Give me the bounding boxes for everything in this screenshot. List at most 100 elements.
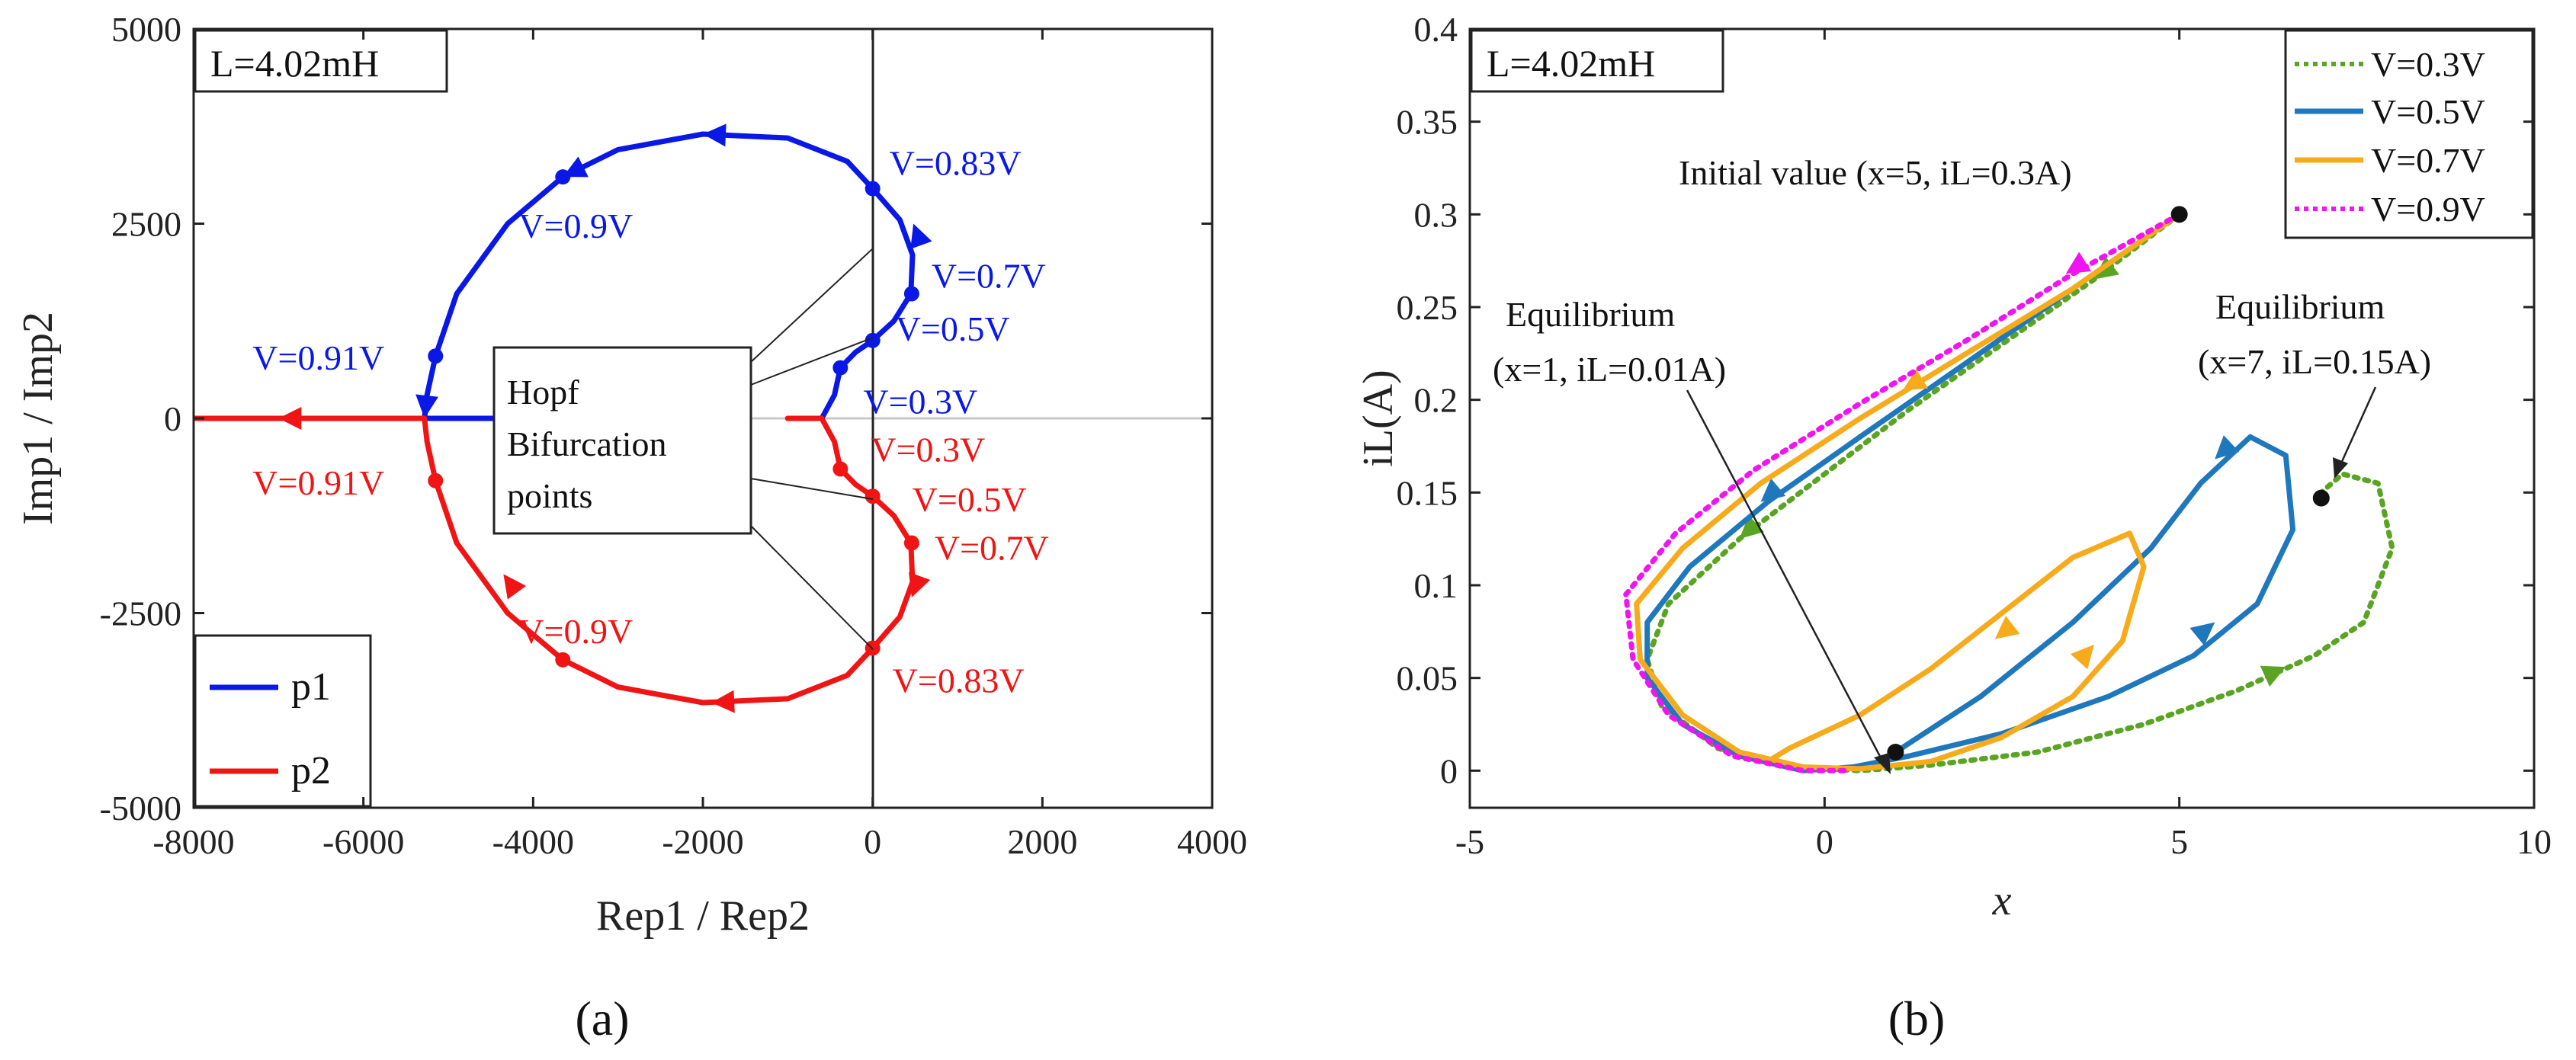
a-marker-label-p2-11: V=0.83V xyxy=(893,661,1025,700)
a-arrow-1-2 xyxy=(909,572,931,598)
hopf-label-box xyxy=(492,346,752,535)
a-xtick-label: 2000 xyxy=(1007,822,1077,861)
b-ytick-label: 0.3 xyxy=(1414,195,1458,234)
b-point-0 xyxy=(2170,206,2188,223)
a-marker-label-p1-2: V=0.7V xyxy=(932,256,1046,295)
b-ytick-label: 0.4 xyxy=(1414,10,1458,49)
b-series-v-0-7v xyxy=(1634,211,2183,772)
a-arrow-0-2 xyxy=(910,223,932,249)
a-marker-p2-6 xyxy=(428,472,444,488)
legend-label-v03: V=0.3V xyxy=(2371,45,2485,84)
b-ytick-label: 0.15 xyxy=(1397,473,1458,512)
a-marker-p1-5 xyxy=(428,348,444,364)
hopf-label-line3: points xyxy=(507,476,592,515)
a-marker-p1-4 xyxy=(832,360,849,376)
inductance-label-box-b xyxy=(1470,29,1724,93)
a-marker-p1-2 xyxy=(903,286,919,302)
b-xtick-label: -5 xyxy=(1455,822,1484,861)
b-arrow-1-2 xyxy=(2215,435,2240,460)
equilibrium-1-coords: (x=1, iL=0.01A) xyxy=(1493,350,1726,389)
y-axis-label-b: iL(A) xyxy=(1355,370,1402,467)
legend-label-v05: V=0.5V xyxy=(2371,92,2485,131)
a-marker-label-p2-6: V=0.91V xyxy=(252,463,384,502)
a-marker-p1-3 xyxy=(865,332,881,348)
a-arrow-1-3 xyxy=(503,574,527,600)
inductance-label-a: L=4.02mH xyxy=(210,42,379,85)
inductance-label-b: L=4.02mH xyxy=(1487,42,1655,85)
a-xtick-label: -2000 xyxy=(662,822,743,861)
legend-label-v09: V=0.9V xyxy=(2371,190,2485,229)
a-marker-label-p2-10: V=0.9V xyxy=(518,612,633,651)
a-marker-label-p1-0: V=0.83V xyxy=(890,144,1022,183)
hopf-callout-lines xyxy=(750,248,874,650)
a-arrow-1-0 xyxy=(711,690,735,713)
initial-value-label: Initial value (x=5, iL=0.3A) xyxy=(1679,153,2072,192)
a-marker-label-p2-7: V=0.3V xyxy=(871,430,985,469)
b-ytick-label: 0.2 xyxy=(1414,381,1458,420)
equilibrium-2-pointer-head xyxy=(2333,457,2348,479)
a-marker-label-p2-8: V=0.5V xyxy=(913,480,1027,519)
hopf-label-line1: Hopf xyxy=(507,373,579,412)
x-axis-label-a: Rep1 / Rep2 xyxy=(596,892,810,940)
a-marker-p1-0 xyxy=(865,181,881,197)
b-arrow-2-1 xyxy=(2070,644,2094,670)
b-xtick-label: 0 xyxy=(1816,822,1833,861)
legend-label-p1: p1 xyxy=(291,665,331,709)
legend-a: p1 p2 xyxy=(194,634,372,808)
b-point-1 xyxy=(1887,744,1904,761)
a-marker-p2-9 xyxy=(903,535,919,551)
a-marker-label-p1-4: V=0.3V xyxy=(863,383,977,421)
a-xtick-label: -8000 xyxy=(152,822,234,861)
legend-label-p2: p2 xyxy=(291,749,331,793)
a-marker-label-p1-1: V=0.9V xyxy=(518,207,633,245)
b-ytick-label: 0.1 xyxy=(1414,566,1458,605)
a-marker-p2-7 xyxy=(832,461,849,477)
b-xtick-label: 10 xyxy=(2517,822,2552,861)
a-xtick-label: 4000 xyxy=(1177,822,1247,861)
b-arrow-2-0 xyxy=(1902,369,1929,391)
legend-b: V=0.3V V=0.5V V=0.7V V=0.9V xyxy=(2284,29,2534,239)
a-marker-p2-10 xyxy=(555,652,571,668)
a-ytick-label: 5000 xyxy=(111,10,181,49)
equilibrium-2-coords: (x=7, iL=0.15A) xyxy=(2198,342,2431,381)
b-arrow-0-1 xyxy=(1739,514,1764,540)
a-marker-p1-1 xyxy=(555,169,571,185)
axes-frame-b xyxy=(1468,27,2536,809)
b-arrow-0-2 xyxy=(2260,665,2286,687)
legend-label-v07: V=0.7V xyxy=(2371,141,2485,180)
b-point-2 xyxy=(2312,489,2330,507)
b-arrow-3-0 xyxy=(2065,251,2092,274)
a-marker-p2-8 xyxy=(865,488,881,504)
a-marker-label-p1-3: V=0.5V xyxy=(896,309,1010,348)
a-xtick-label: -6000 xyxy=(322,822,404,861)
a-ytick-label: -5000 xyxy=(100,789,181,828)
panel-label-a: (a) xyxy=(575,991,629,1046)
a-arrow-1-1 xyxy=(278,407,302,430)
equilibrium-1-pointer-head xyxy=(1874,753,1891,774)
panel-a: V=0.83V V=0.9V V=0.7V V=0.5V V=0.3V V=0.91V V=… xyxy=(14,10,1247,1046)
equilibrium-1-pointer xyxy=(1686,389,1885,763)
x-axis-label-b: x xyxy=(1992,877,2012,924)
a-marker-label-p2-9: V=0.7V xyxy=(935,529,1049,568)
b-arrow-2-2 xyxy=(1994,616,2020,639)
a-xtick-label: -4000 xyxy=(492,822,574,861)
a-ytick-label: -2500 xyxy=(100,594,181,633)
panel-b: Initial value (x=5, iL=0.3A) Equilibrium… xyxy=(1355,10,2552,1046)
b-arrow-1-1 xyxy=(2189,622,2215,646)
b-ytick-label: 0 xyxy=(1440,751,1458,790)
a-xtick-label: 0 xyxy=(864,822,881,861)
b-ytick-label: 0.35 xyxy=(1397,103,1458,142)
panel-label-b: (b) xyxy=(1888,991,1946,1046)
b-series-v-0-9v xyxy=(1623,211,2183,773)
a-arrow-0-0 xyxy=(703,123,727,147)
a-ytick-label: 2500 xyxy=(111,205,181,244)
b-ytick-label: 0.05 xyxy=(1397,659,1458,698)
equilibrium-2-pointer xyxy=(2339,386,2377,466)
a-arrow-0-3 xyxy=(563,156,589,178)
equilibrium-1-title: Equilibrium xyxy=(1506,295,1676,334)
b-xtick-label: 5 xyxy=(2170,822,2188,861)
a-ytick-label: 0 xyxy=(164,399,181,438)
inductance-label-box-a xyxy=(194,29,448,93)
a-marker-label-p1-5: V=0.91V xyxy=(252,338,384,377)
